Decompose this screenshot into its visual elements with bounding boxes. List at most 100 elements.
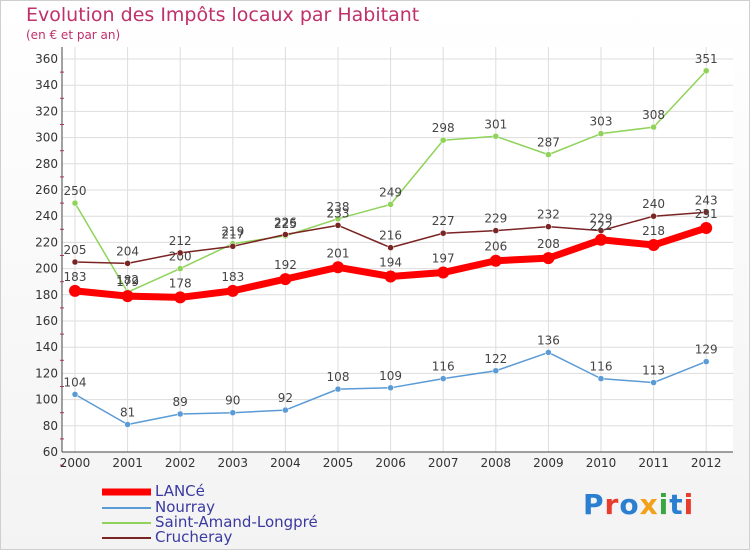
data-point <box>226 284 239 297</box>
data-point <box>439 375 447 382</box>
data-label: 129 <box>695 343 718 357</box>
data-label: 178 <box>169 276 192 290</box>
data-label: 108 <box>327 370 350 384</box>
y-tick-label: 260 <box>35 183 58 197</box>
data-label: 233 <box>327 206 350 220</box>
x-tick-label: 2004 <box>270 456 301 470</box>
data-point <box>650 379 657 386</box>
logo-letter: t <box>669 488 684 521</box>
data-label: 225 <box>274 217 297 231</box>
data-label: 205 <box>64 243 87 257</box>
data-label: 243 <box>695 193 718 207</box>
data-point <box>229 243 237 250</box>
chart-subtitle: (en € et par an) <box>26 28 121 42</box>
data-point <box>700 221 713 234</box>
data-label: 218 <box>642 224 665 238</box>
data-point <box>702 67 710 75</box>
series-lanc-: 183 179 178 183 192 201 194 197 206 208 222 218 231 <box>64 207 718 304</box>
data-label: 179 <box>116 275 139 289</box>
data-point <box>545 223 552 230</box>
data-point <box>282 231 289 238</box>
y-tick-label: 160 <box>35 314 58 328</box>
data-point <box>492 367 500 375</box>
legend-label: LANCé <box>155 482 205 500</box>
data-label: 217 <box>221 227 244 241</box>
data-label: 92 <box>278 391 293 405</box>
proxiti-logo: Proxiti <box>583 488 694 521</box>
x-tick-label: 2001 <box>112 456 143 470</box>
data-point <box>650 212 657 220</box>
data-point <box>702 358 710 365</box>
legend-label: Crucheray <box>155 528 233 546</box>
data-point <box>647 239 660 252</box>
data-point <box>334 215 342 223</box>
data-point <box>545 151 552 158</box>
data-label: 206 <box>484 240 507 254</box>
data-label: 116 <box>590 360 613 374</box>
legend-label: Saint-Amand-Longpré <box>155 513 318 531</box>
data-point <box>597 227 605 234</box>
data-label: 201 <box>327 246 350 260</box>
y-tick-label: 100 <box>35 393 58 407</box>
y-tick-label: 220 <box>35 235 58 249</box>
y-tick-label: 200 <box>35 262 58 276</box>
data-point <box>702 209 710 216</box>
y-tick-label: 360 <box>35 52 58 66</box>
x-tick-label: 2002 <box>165 456 196 470</box>
x-tick-label: 2003 <box>218 456 249 470</box>
y-tick-label: 240 <box>35 209 58 223</box>
data-label: 219 <box>221 225 244 239</box>
data-label: 197 <box>432 252 455 266</box>
y-tick-label: 180 <box>35 288 58 302</box>
data-label: 183 <box>64 270 87 284</box>
data-label: 232 <box>537 208 560 222</box>
data-label: 212 <box>169 234 192 248</box>
y-tick-label: 60 <box>43 445 58 459</box>
data-point <box>176 410 184 418</box>
data-point <box>489 254 502 267</box>
data-label: 303 <box>590 115 613 129</box>
series-crucheray: 205 204 212 217 226 233 216 227 229 232 229 240 243 <box>64 193 718 267</box>
data-point <box>439 136 447 144</box>
x-tick-label: 2009 <box>533 456 564 470</box>
data-label: 182 <box>116 273 139 287</box>
data-label: 136 <box>537 333 560 347</box>
x-tick-label: 2008 <box>481 456 512 470</box>
data-label: 116 <box>432 360 455 374</box>
data-point <box>71 199 79 207</box>
y-tick-label: 320 <box>35 104 58 118</box>
logo-letter: x <box>639 488 659 521</box>
data-point <box>334 385 342 393</box>
data-label: 231 <box>695 207 718 221</box>
data-label: 216 <box>379 229 402 243</box>
x-tick-label: 2000 <box>60 456 91 470</box>
data-point <box>384 270 397 283</box>
data-label: 351 <box>695 52 718 66</box>
data-label: 192 <box>274 258 297 272</box>
data-label: 240 <box>642 197 665 211</box>
data-label: 208 <box>537 237 560 251</box>
chart-title: Evolution des Impôts locaux par Habitant <box>26 4 420 26</box>
data-point <box>124 260 131 267</box>
y-tick-label: 80 <box>43 419 58 433</box>
data-label: 222 <box>590 219 613 233</box>
data-label: 308 <box>642 108 665 122</box>
data-point <box>542 252 555 265</box>
data-point <box>492 133 500 140</box>
x-tick-label: 2006 <box>375 456 406 470</box>
y-tick-label: 280 <box>35 157 58 171</box>
data-point <box>597 130 605 137</box>
data-label: 287 <box>537 136 560 150</box>
logo-letter: r <box>604 488 620 521</box>
x-tick-label: 2007 <box>428 456 459 470</box>
y-tick-label: 300 <box>35 131 58 145</box>
legend-label: Nourray <box>155 498 216 516</box>
x-tick-label: 2011 <box>638 456 669 470</box>
data-label: 183 <box>221 270 244 284</box>
y-tick-label: 340 <box>35 78 58 92</box>
data-point <box>176 249 184 257</box>
data-label: 104 <box>64 375 87 389</box>
x-tick-label: 2012 <box>691 456 722 470</box>
data-label: 229 <box>590 212 613 226</box>
